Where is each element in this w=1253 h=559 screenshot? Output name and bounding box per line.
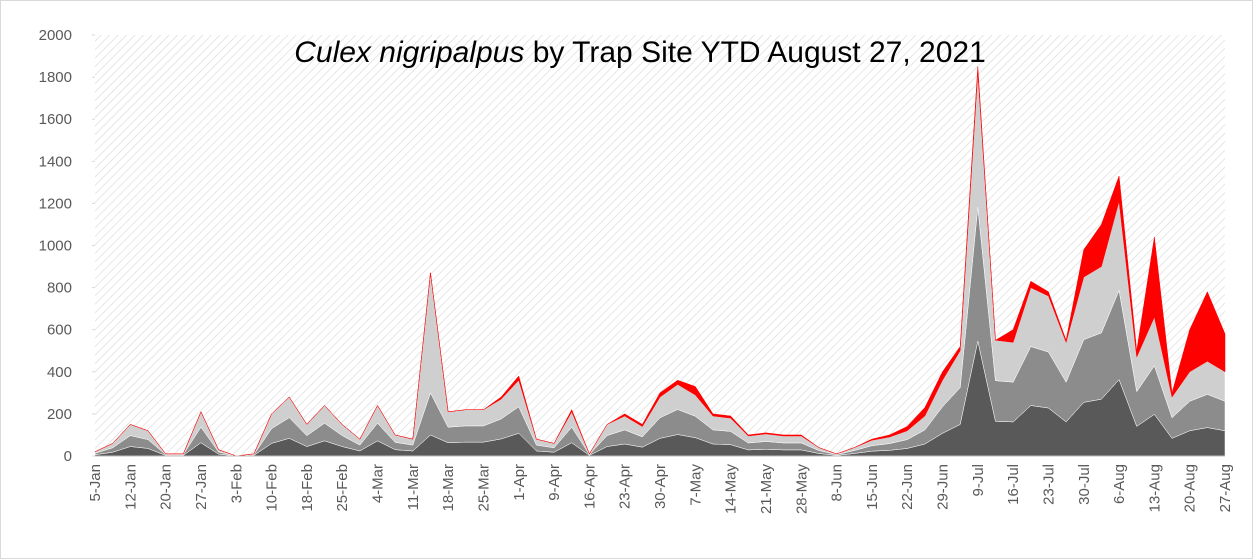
- y-tick-label: 1200: [39, 195, 72, 212]
- x-tick-label: 23-Jul: [1040, 464, 1057, 505]
- chart-title: Culex nigripalpus by Trap Site YTD Augus…: [294, 36, 986, 69]
- x-tick-label: 10-Feb: [264, 464, 281, 512]
- x-tick-label: 15-Jun: [864, 464, 881, 510]
- x-tick-label: 4-Mar: [370, 464, 387, 503]
- x-tick-label: 12-Jan: [122, 464, 139, 510]
- y-tick-label: 1000: [39, 238, 72, 255]
- x-tick-label: 25-Feb: [334, 464, 351, 512]
- x-tick-label: 16-Apr: [581, 464, 598, 509]
- x-tick-label: 1-Apr: [511, 464, 528, 501]
- x-tick-label: 18-Feb: [299, 464, 316, 512]
- x-tick-label: 21-May: [758, 464, 775, 515]
- x-tick-label: 3-Feb: [228, 464, 245, 503]
- x-tick-label: 20-Aug: [1182, 464, 1199, 512]
- y-tick-label: 1400: [39, 153, 72, 170]
- y-tick-label: 2000: [39, 27, 72, 44]
- x-tick-label: 28-May: [793, 464, 810, 515]
- x-tick-label: 18-Mar: [440, 464, 457, 512]
- y-tick-label: 800: [47, 280, 72, 297]
- y-tick-label: 1600: [39, 111, 72, 128]
- x-tick-label: 6-Aug: [1111, 464, 1128, 504]
- x-tick-label: 5-Jan: [87, 464, 104, 502]
- y-tick-label: 0: [64, 448, 72, 465]
- y-tick-label: 400: [47, 364, 72, 381]
- area: [94, 66, 1226, 457]
- x-tick-label: 9-Jul: [970, 464, 987, 497]
- x-tick-label: 23-Apr: [617, 464, 634, 509]
- x-tick-label: 30-Jul: [1076, 464, 1093, 505]
- x-tick-label: 13-Aug: [1146, 464, 1163, 512]
- x-tick-label: 22-Jun: [899, 464, 916, 510]
- x-tick-label: 25-Mar: [475, 464, 492, 512]
- x-tick-label: 29-Jun: [935, 464, 952, 510]
- x-tick-label: 27-Aug: [1217, 464, 1234, 512]
- x-tick-label: 16-Jul: [1005, 464, 1022, 505]
- x-tick-label: 30-Apr: [652, 464, 669, 509]
- x-tick-label: 9-Apr: [546, 464, 563, 501]
- x-tick-label: 27-Jan: [193, 464, 210, 510]
- x-tick-label: 20-Jan: [158, 464, 175, 510]
- x-tick-label: 14-May: [723, 464, 740, 515]
- y-tick-label: 200: [47, 406, 72, 423]
- x-tick-label: 8-Jun: [829, 464, 846, 502]
- x-tick-label: 11-Mar: [405, 464, 422, 510]
- x-tick-label: 7-May: [687, 464, 704, 506]
- y-tick-label: 1800: [39, 69, 72, 86]
- y-tick-label: 600: [47, 322, 72, 339]
